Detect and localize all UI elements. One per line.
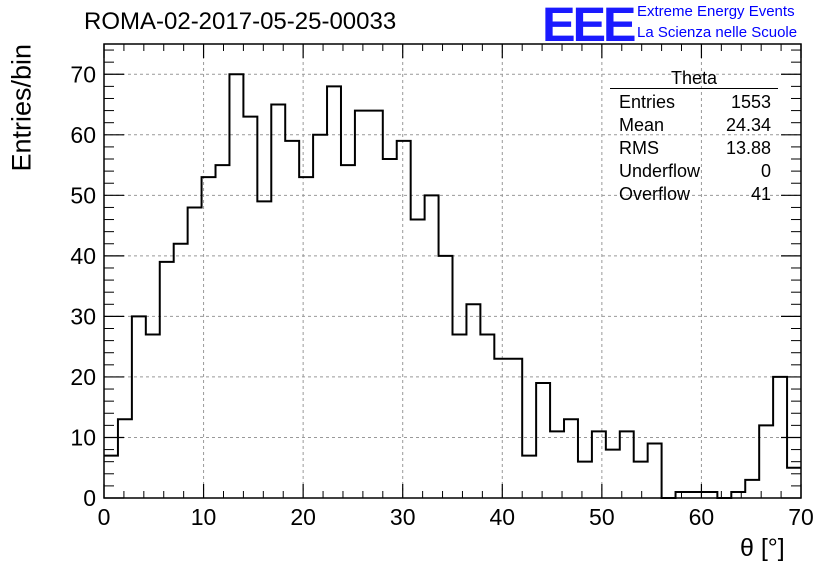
stats-value: 0 [760,161,771,181]
eee-logo: EEE [542,0,637,52]
stats-label: Overflow [619,184,691,204]
x-tick-label: 20 [290,504,316,530]
stats-row-overflow: Overflow 41 [609,183,779,206]
stats-row-entries: Entries 1553 [609,91,779,114]
stats-value: 1553 [730,92,771,112]
x-tick-label: 10 [191,504,217,530]
x-tick-label: 40 [489,504,515,530]
y-axis-label: Entries/bin [6,43,37,172]
stats-label: RMS [619,138,659,158]
x-tick-label: 50 [589,504,615,530]
x-axis-label: θ [°] [740,534,785,562]
logo-line-2: La Scienza nelle Scuole [637,24,798,41]
stats-label: Entries [619,92,676,112]
histogram-step-line [104,73,801,499]
chart-title: ROMA-02-2017-05-25-00033 [84,8,397,35]
stats-value: 41 [750,184,771,204]
tick-labels: 0 10 20 30 40 50 60 70 0 10 20 30 40 50 60 70 [70,61,813,530]
x-tick-label: 30 [390,504,416,530]
stats-row-mean: Mean 24.34 [609,114,779,137]
stats-value: 13.88 [725,138,771,158]
y-tick-label: 50 [70,182,96,208]
axis-ticks [103,44,802,499]
plot-frame [103,43,802,499]
stats-label: Mean [619,115,665,135]
y-tick-label: 30 [70,303,96,329]
logo-line-1: Extreme Energy Events [637,3,795,20]
y-tick-label: 70 [70,61,96,87]
y-tick-label: 10 [70,424,96,450]
y-tick-label: 40 [70,243,96,269]
stats-divider [610,88,778,89]
stats-label: Underflow [619,161,701,181]
x-tick-label: 0 [98,504,111,530]
x-tick-label: 60 [689,504,715,530]
y-tick-label: 60 [70,122,96,148]
stats-box: Theta Entries 1553 Mean 24.34 RMS 13.88 Und… [609,68,779,206]
stats-title: Theta [670,68,718,88]
x-tick-label: 70 [788,504,814,530]
stats-row-underflow: Underflow 0 [609,160,779,183]
y-tick-label: 0 [83,485,96,511]
stats-value: 24.34 [725,115,771,135]
y-tick-label: 20 [70,364,96,390]
stats-row-rms: RMS 13.88 [609,137,779,160]
